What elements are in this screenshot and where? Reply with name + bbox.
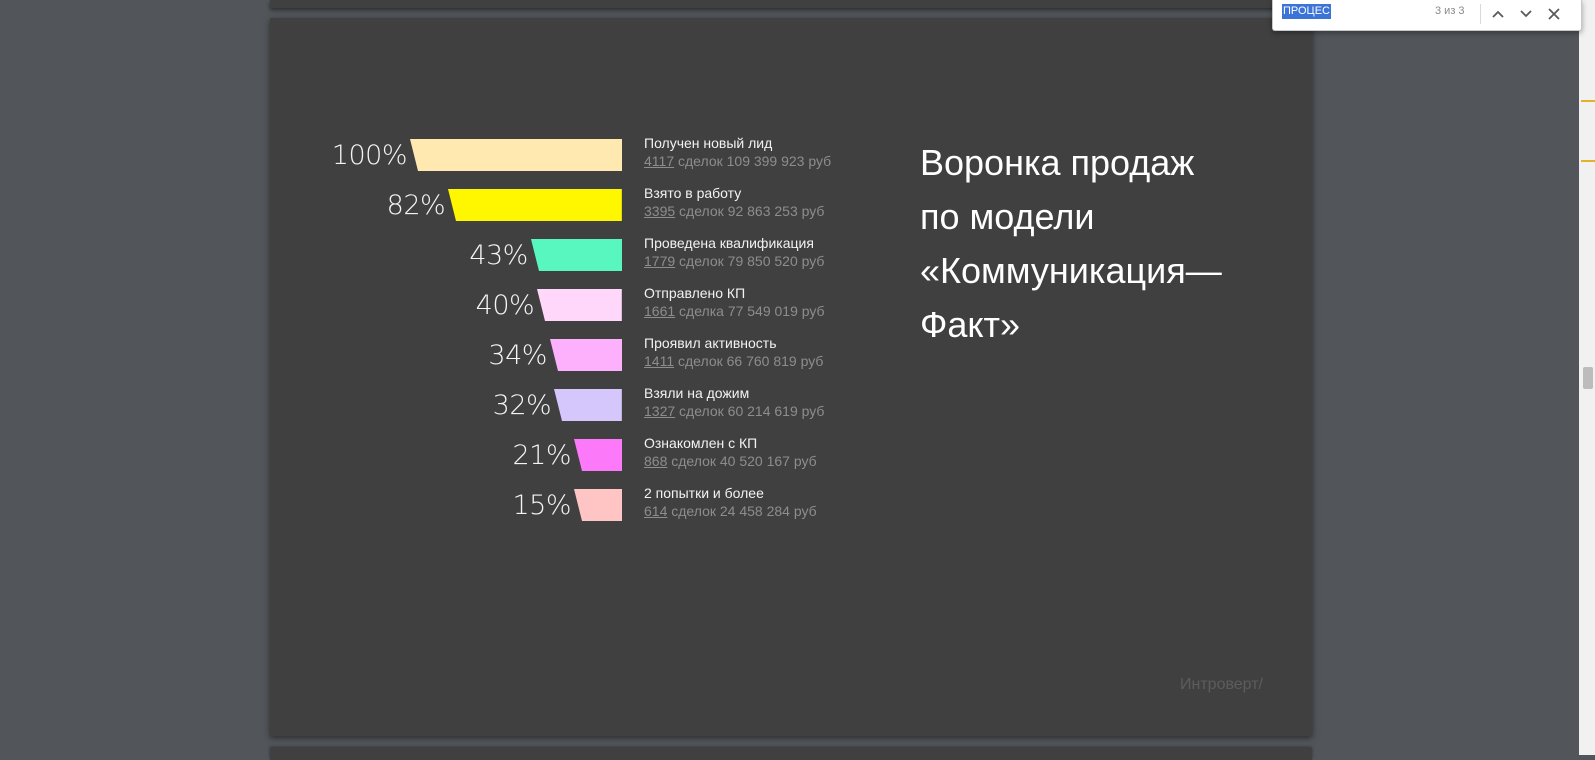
deal-amount: сделок 40 520 167 руб <box>667 453 817 469</box>
slide-title-line: Воронка продаж <box>920 142 1195 183</box>
find-close-button[interactable] <box>1542 2 1566 26</box>
scrollbar-thumb[interactable] <box>1583 367 1593 389</box>
funnel-stage-info: Получен новый лид 4117 сделок 109 399 923… <box>644 134 894 170</box>
slide-title-line: «Коммуникация— <box>920 250 1222 291</box>
brand-logo-text: Интроверт/ <box>1180 676 1263 693</box>
funnel-bar <box>574 439 622 471</box>
funnel-bar <box>537 289 622 321</box>
slide-title-line: Факт» <box>920 304 1021 345</box>
deal-amount: сделок 66 760 819 руб <box>674 353 824 369</box>
funnel-stage: 21% Ознакомлен с КП 868 сделок 40 520 167 … <box>270 435 910 471</box>
vertical-scrollbar[interactable] <box>1579 0 1595 755</box>
deal-count-link[interactable]: 1327 <box>644 403 676 419</box>
deal-count-link[interactable]: 1779 <box>644 253 676 269</box>
deal-amount: сделок 24 458 284 руб <box>667 503 817 519</box>
deal-count-link[interactable]: 1411 <box>644 353 675 369</box>
find-bar: ПРОЦЕС 3 из 3 <box>1272 0 1582 31</box>
funnel-stage: 82% Взято в работу 3395 сделок 92 863 253 … <box>270 185 910 221</box>
deal-count-link[interactable]: 868 <box>644 453 668 469</box>
search-match-marker <box>1581 100 1595 102</box>
funnel-stage: 32% Взяли на дожим 1327 сделок 60 214 619 … <box>270 385 910 421</box>
funnel-bar <box>549 339 622 371</box>
funnel-stage-info: Проведена квалификация 1779 сделок 79 850… <box>644 234 894 270</box>
funnel-stage-meta: 1327 сделок 60 214 619 руб <box>644 402 894 420</box>
funnel-bar <box>448 189 622 221</box>
funnel-stage-meta: 614 сделок 24 458 284 руб <box>644 502 894 520</box>
funnel-stage: 40% Отправлено КП 1661 сделка 77 549 019 р… <box>270 285 910 321</box>
funnel-percent-label: 40% <box>475 290 535 321</box>
funnel-stage-meta: 4117 сделок 109 399 923 руб <box>644 152 894 170</box>
funnel-stage-name: Ознакомлен с КП <box>644 435 758 451</box>
slide-title: Воронка продаж по модели «Коммуникация— … <box>920 136 1260 352</box>
previous-slide <box>270 0 1312 8</box>
funnel-stage: 34% Проявил активность 1411 сделок 66 760 … <box>270 335 910 371</box>
funnel-stage-info: Взято в работу 3395 сделок 92 863 253 руб <box>644 184 894 220</box>
find-previous-button[interactable] <box>1486 2 1510 26</box>
funnel-stage-meta: 1661 сделка 77 549 019 руб <box>644 302 894 320</box>
deal-count-link[interactable]: 3395 <box>644 203 676 219</box>
deal-count-link[interactable]: 614 <box>644 503 668 519</box>
funnel-stage-info: Взяли на дожим 1327 сделок 60 214 619 руб <box>644 384 894 420</box>
close-icon <box>1548 8 1560 20</box>
funnel-bar <box>554 389 622 421</box>
funnel-percent-label: 100% <box>331 140 408 171</box>
funnel-stage-name: Проведена квалификация <box>644 235 814 251</box>
deal-count-link[interactable]: 4117 <box>644 153 675 169</box>
funnel-bar <box>574 489 622 521</box>
deal-amount: сделок 79 850 520 руб <box>675 253 825 269</box>
funnel-percent-label: 32% <box>492 390 552 421</box>
funnel-percent-label: 15% <box>512 490 571 521</box>
slide-title-line: по модели <box>920 196 1095 237</box>
find-divider <box>1480 4 1481 24</box>
find-match-count: 3 из 3 <box>1435 5 1465 17</box>
search-match-marker <box>1581 160 1595 162</box>
deal-amount: сделок 109 399 923 руб <box>674 153 832 169</box>
funnel-stage-name: Взяли на дожим <box>644 385 750 401</box>
deal-amount: сделка 77 549 019 руб <box>675 303 825 319</box>
funnel-stage: 43% Проведена квалификация 1779 сделок 79 … <box>270 235 910 271</box>
funnel-stage-meta: 1779 сделок 79 850 520 руб <box>644 252 894 270</box>
chevron-down-icon <box>1520 10 1532 18</box>
deal-count-link[interactable]: 1661 <box>644 303 676 319</box>
next-slide <box>270 748 1312 760</box>
funnel-stage-info: Отправлено КП 1661 сделка 77 549 019 руб <box>644 284 894 320</box>
funnel-stage: 100% Получен новый лид 4117 сделок 109 399… <box>270 135 910 171</box>
funnel-bar <box>410 139 622 171</box>
deal-amount: сделок 60 214 619 руб <box>675 403 825 419</box>
chevron-up-icon <box>1492 10 1504 18</box>
slide: 100% Получен новый лид 4117 сделок 109 399… <box>270 18 1312 736</box>
funnel-stage-info: Ознакомлен с КП 868 сделок 40 520 167 руб <box>644 434 894 470</box>
funnel-percent-label: 21% <box>512 440 571 471</box>
funnel-stage-meta: 3395 сделок 92 863 253 руб <box>644 202 894 220</box>
funnel-stage: 15% 2 попытки и более 614 сделок 24 458 28… <box>270 485 910 521</box>
funnel-stage-meta: 1411 сделок 66 760 819 руб <box>644 352 894 370</box>
funnel-percent-label: 34% <box>488 340 547 371</box>
funnel-stage-meta: 868 сделок 40 520 167 руб <box>644 452 894 470</box>
funnel-stage-info: Проявил активность 1411 сделок 66 760 819… <box>644 334 894 370</box>
funnel-stage-info: 2 попытки и более 614 сделок 24 458 284 р… <box>644 484 894 520</box>
funnel-stage-name: Получен новый лид <box>644 135 773 151</box>
funnel-percent-label: 82% <box>386 190 446 221</box>
find-next-button[interactable] <box>1514 2 1538 26</box>
funnel-stage-name: Проявил активность <box>644 335 777 351</box>
funnel-stage-name: Отправлено КП <box>644 285 746 301</box>
funnel-bar <box>530 239 622 271</box>
funnel-percent-label: 43% <box>469 240 528 271</box>
find-input[interactable] <box>1281 3 1421 23</box>
funnel-chart: 100% Получен новый лид 4117 сделок 109 399… <box>270 18 910 736</box>
deal-amount: сделок 92 863 253 руб <box>675 203 825 219</box>
funnel-stage-name: Взято в работу <box>644 185 742 201</box>
funnel-stage-name: 2 попытки и более <box>644 485 764 501</box>
